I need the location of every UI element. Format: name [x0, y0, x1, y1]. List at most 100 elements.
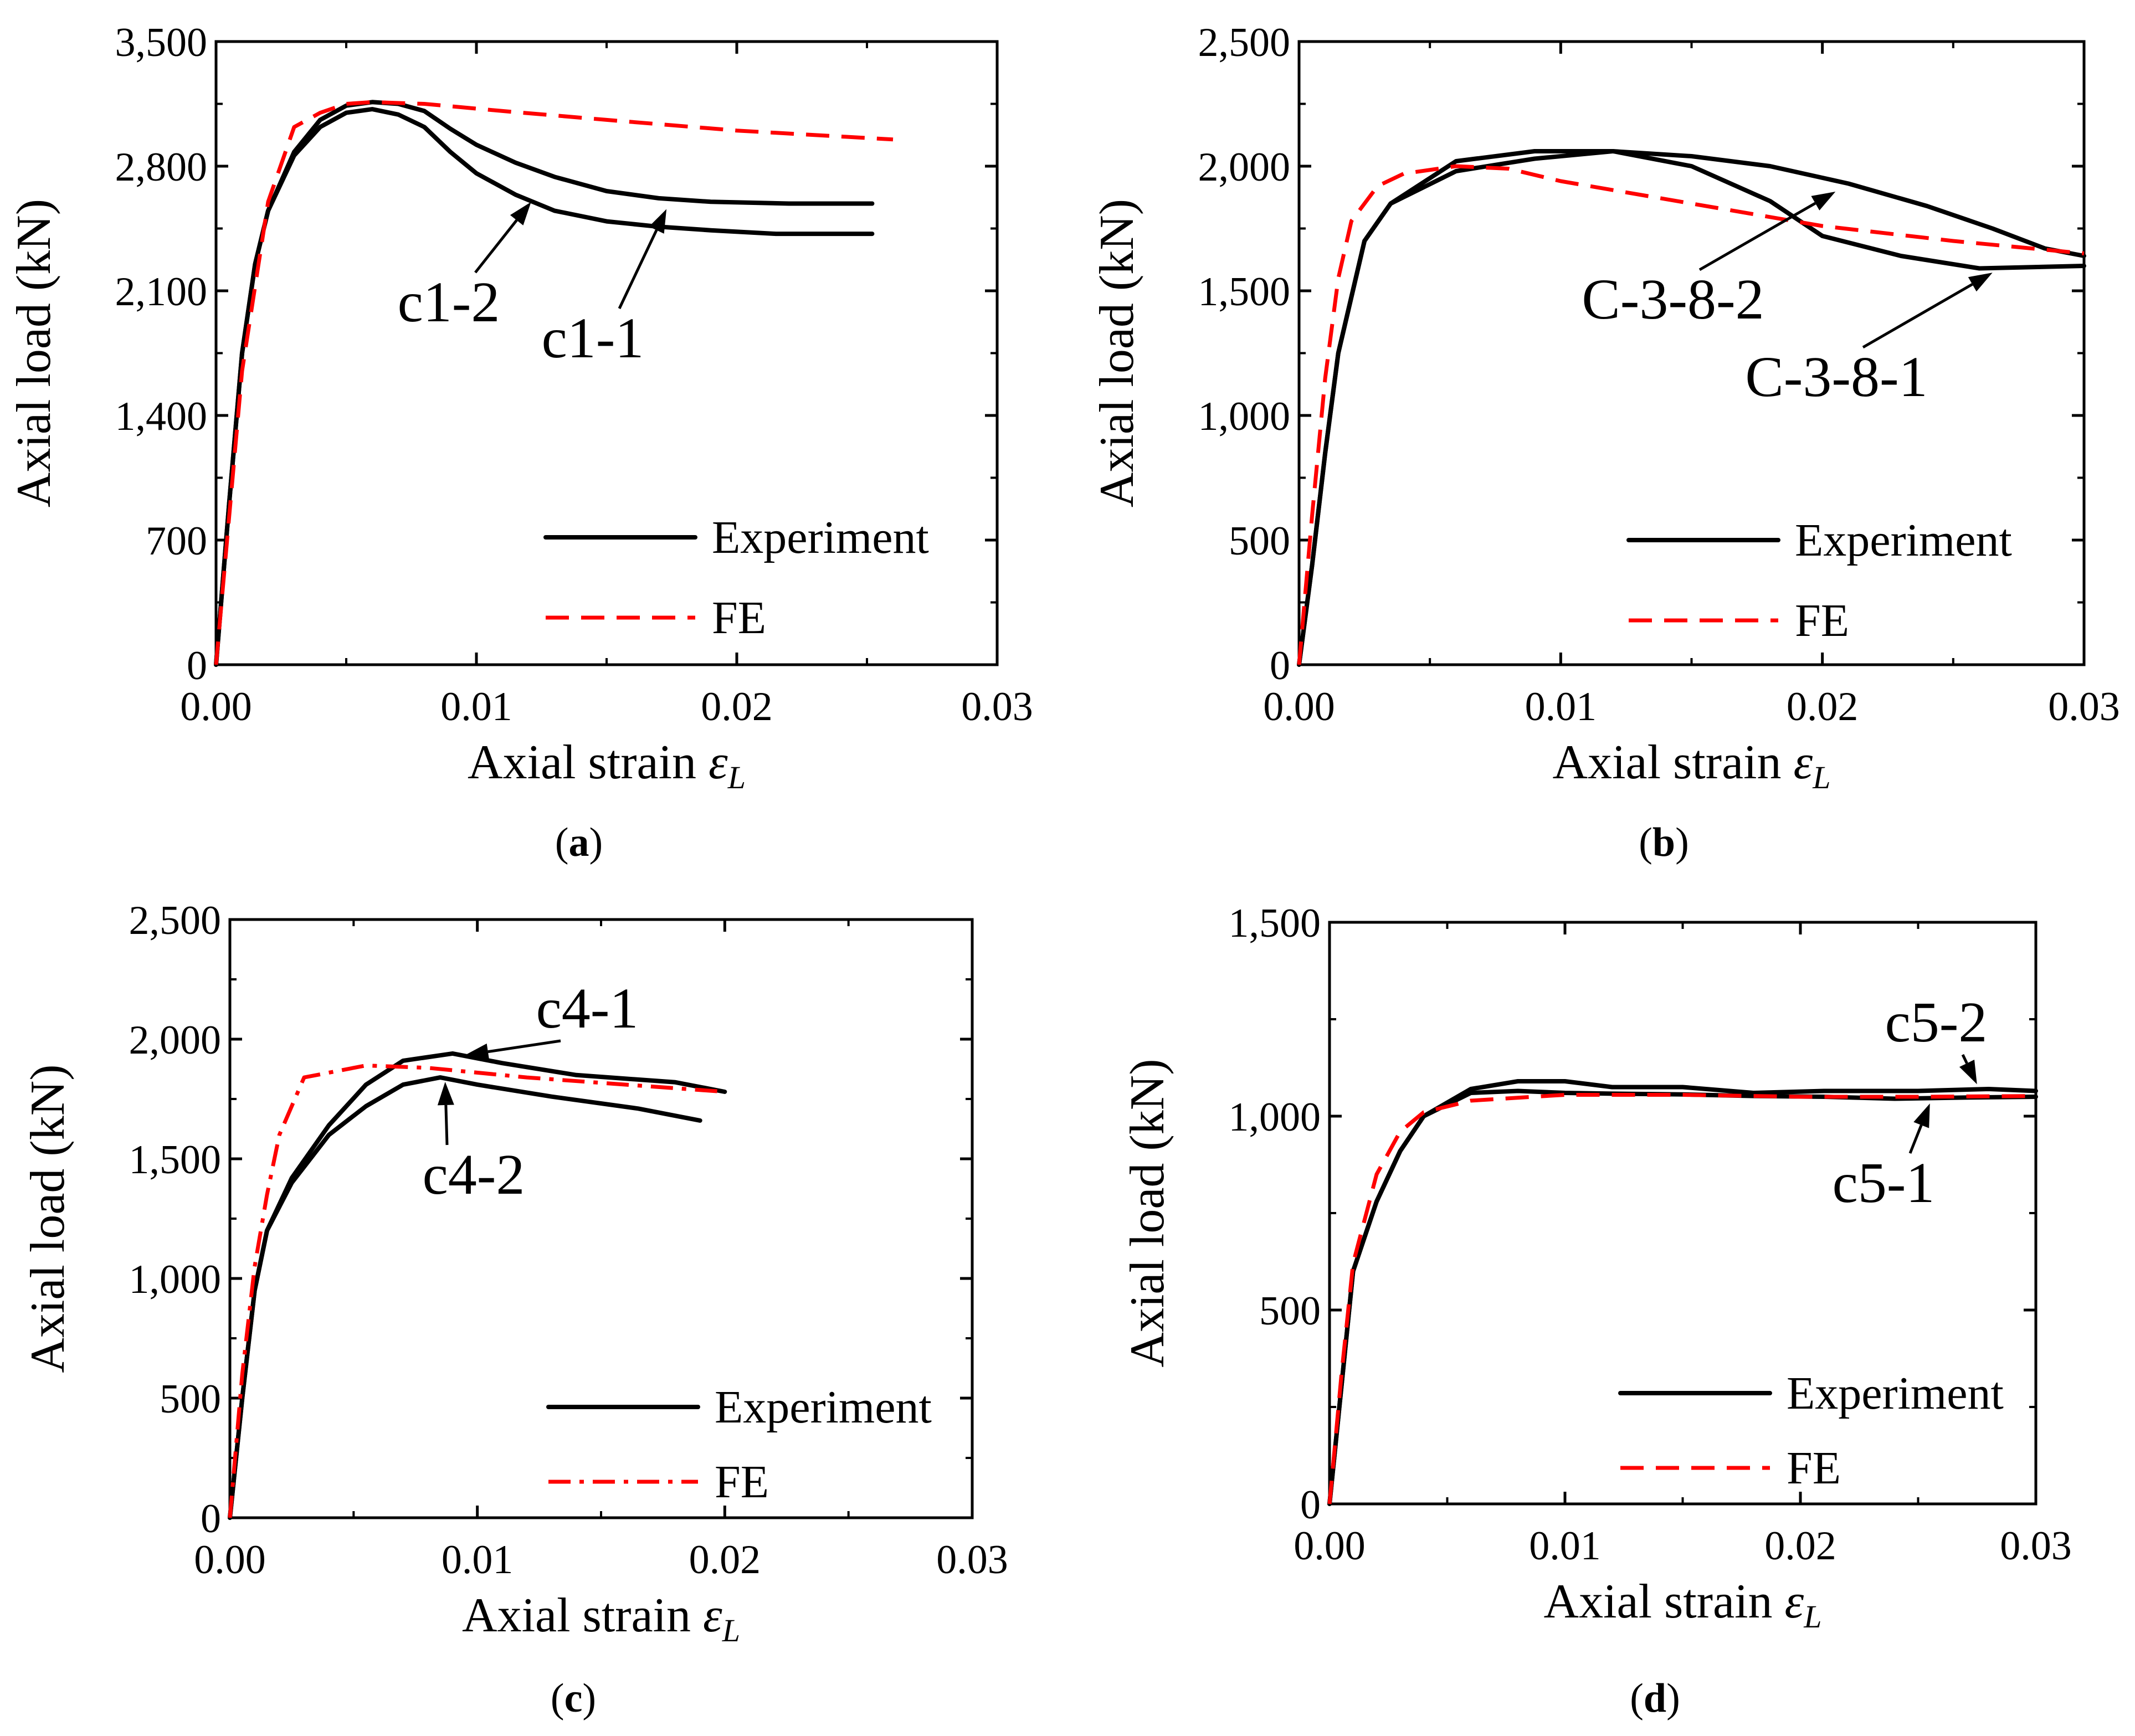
- annotation-arrow-c1-1: [618, 209, 667, 310]
- x-tick-label: 0.01: [440, 684, 512, 730]
- x-tick-label: 0.03: [2000, 1523, 2072, 1569]
- x-axis-label-text: Axial strain: [1544, 1575, 1773, 1629]
- series-line-fe: [214, 100, 894, 665]
- y-tick-label: 3,500: [115, 20, 208, 65]
- annotation-arrow-c-3-8-2: [1698, 192, 1836, 271]
- series-line-c-3-8-1: [1297, 149, 2086, 667]
- x-tick-label: 0.03: [936, 1537, 1008, 1583]
- x-axis-label: Axial strain εL: [462, 1589, 740, 1648]
- panel-caption-letter: a: [569, 820, 589, 865]
- x-tick-label: 0.02: [689, 1537, 761, 1583]
- y-tick-label: 1,000: [1198, 394, 1291, 439]
- panel-caption-letter: c: [564, 1676, 583, 1721]
- x-axis-subscript: L: [722, 1612, 740, 1648]
- y-tick-label: 0: [187, 643, 207, 689]
- y-tick-label: 1,000: [129, 1257, 222, 1302]
- y-tick-label: 1,500: [1198, 269, 1291, 315]
- legend: Experiment FE: [546, 1381, 932, 1508]
- x-axis-label: Axial strain εL: [468, 736, 746, 795]
- y-tick-label: 0: [201, 1496, 221, 1542]
- x-tick-label: 0.01: [442, 1537, 514, 1583]
- x-axis-label-text: Axial strain: [468, 736, 696, 789]
- x-tick-label: 0.00: [194, 1537, 266, 1583]
- panel-caption: (c): [551, 1676, 596, 1721]
- panel-d: 0.00 0.01 0.02 0.03 0 500 1,000 1,500 Axial stra…: [1121, 901, 2072, 1721]
- y-tick-label: 1,400: [115, 394, 208, 439]
- x-tick-label: 0.00: [1294, 1523, 1366, 1569]
- series-line-c-3-8-2: [1297, 149, 2086, 667]
- panel-caption: (d): [1630, 1676, 1680, 1721]
- x-axis-symbol: ε: [1794, 736, 1813, 789]
- x-tick-label: 0.00: [180, 684, 252, 730]
- legend-label-experiment: Experiment: [712, 512, 929, 563]
- series-line-fe: [228, 1064, 725, 1518]
- x-axis-label: Axial strain εL: [1544, 1575, 1822, 1635]
- panel-a: 0.00 0.01 0.02 0.03 0 700 1,400 2,100 2,800 3,500…: [7, 20, 1033, 865]
- y-axis-label: Axial load (kN): [21, 1064, 75, 1373]
- x-axis-subscript: L: [1812, 759, 1830, 795]
- legend-label-fe: FE: [712, 592, 766, 644]
- x-tick-label: 0.01: [1529, 1523, 1601, 1569]
- y-tick-label: 2,000: [1198, 145, 1291, 190]
- y-tick-label: 2,500: [129, 898, 222, 943]
- y-tick-label: 2,800: [115, 145, 208, 190]
- panel-caption-letter: b: [1652, 820, 1675, 865]
- series-line-c1-1: [214, 100, 875, 667]
- x-axis-label-text: Axial strain: [1553, 736, 1782, 789]
- x-axis-symbol: ε: [1785, 1575, 1804, 1629]
- x-tick-label: 0.02: [701, 684, 773, 730]
- series-line-fe: [1297, 164, 2085, 665]
- legend: Experiment FE: [543, 512, 929, 644]
- annotation-arrow-c4-2: [437, 1081, 454, 1146]
- series-line-c5-1: [1327, 1088, 2038, 1506]
- annotation-c-3-8-1: C-3-8-1: [1745, 345, 1927, 409]
- annotation-c1-1: c1-1: [542, 306, 644, 370]
- panel-caption-letter: d: [1644, 1676, 1666, 1721]
- x-tick-label: 0.03: [961, 684, 1033, 730]
- legend: Experiment FE: [1626, 515, 2012, 646]
- y-tick-label: 2,000: [129, 1018, 222, 1063]
- legend-label-fe: FE: [715, 1456, 769, 1508]
- annotation-arrow-c-3-8-1: [1862, 273, 1993, 349]
- panel-caption: (a): [555, 820, 603, 865]
- annotation-arrow-c4-1: [465, 1039, 561, 1060]
- y-axis-label: Axial load (kN): [7, 199, 61, 507]
- panel-caption: (b): [1639, 820, 1689, 865]
- panel-c: 0.00 0.01 0.02 0.03 0 500 1,000 1,500 2,000 2,500…: [21, 898, 1008, 1721]
- y-tick-label: 0: [1270, 643, 1290, 689]
- x-axis-symbol: ε: [703, 1589, 722, 1642]
- legend: Experiment FE: [1618, 1368, 2004, 1494]
- annotation-c-3-8-2: C-3-8-2: [1582, 268, 1764, 331]
- annotation-c4-1: c4-1: [536, 977, 639, 1040]
- series-line-fe: [1327, 1093, 2036, 1504]
- x-axis-label-text: Axial strain: [462, 1589, 691, 1642]
- legend-label-fe: FE: [1795, 595, 1849, 646]
- x-axis-symbol: ε: [709, 736, 728, 789]
- plot-frame: [1297, 40, 2086, 666]
- annotation-c1-2: c1-2: [398, 270, 500, 334]
- x-axis-label: Axial strain εL: [1553, 736, 1831, 795]
- panel-b: 0.00 0.01 0.02 0.03 0 500 1,000 1,500 2,000 2,500…: [1090, 20, 2120, 865]
- series-line-c5-2: [1327, 1079, 2038, 1506]
- annotation-arrow-c1-2: [474, 202, 531, 274]
- x-tick-label: 0.01: [1525, 684, 1597, 730]
- x-tick-label: 0.02: [1764, 1523, 1836, 1569]
- annotation-c5-1: c5-1: [1833, 1151, 1935, 1215]
- x-tick-label: 0.00: [1263, 684, 1335, 730]
- y-axis-label: Axial load (kN): [1090, 199, 1144, 507]
- x-tick-label: 0.03: [2048, 684, 2120, 730]
- y-tick-label: 500: [1259, 1288, 1321, 1334]
- x-axis-subscript: L: [1803, 1599, 1821, 1635]
- legend-label-experiment: Experiment: [1795, 515, 2012, 566]
- x-axis-subscript: L: [727, 759, 746, 795]
- y-tick-label: 0: [1300, 1482, 1321, 1528]
- x-tick-label: 0.02: [1787, 684, 1859, 730]
- annotation-arrow-c5-1: [1908, 1103, 1930, 1154]
- annotation-c5-2: c5-2: [1885, 990, 1988, 1054]
- y-tick-label: 1,500: [129, 1137, 222, 1183]
- legend-label-fe: FE: [1787, 1442, 1841, 1494]
- y-tick-label: 1,500: [1229, 901, 1321, 946]
- annotation-arrow-c5-2: [1959, 1054, 1977, 1085]
- y-tick-label: 2,500: [1198, 20, 1291, 65]
